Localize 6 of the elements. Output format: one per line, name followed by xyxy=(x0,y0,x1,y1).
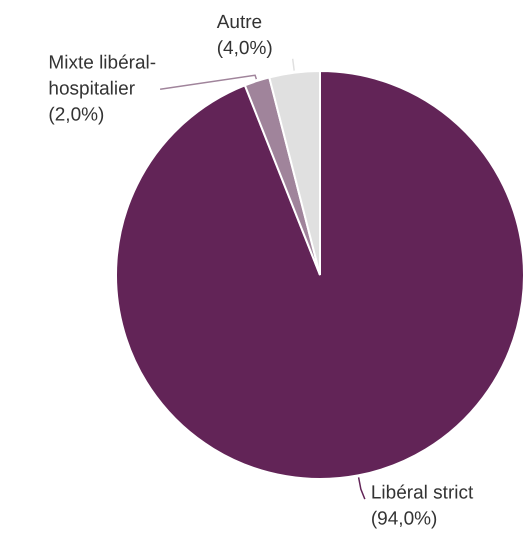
slice-label: Libéral strict xyxy=(370,482,474,504)
slice-label: Autre xyxy=(216,12,262,33)
data-label: (4,0%) xyxy=(216,38,273,59)
data-label: (2,0%) xyxy=(48,104,104,126)
slice-label: Mixte libéral-hospitalier xyxy=(48,52,156,100)
data-label: (94,0%) xyxy=(370,508,438,530)
